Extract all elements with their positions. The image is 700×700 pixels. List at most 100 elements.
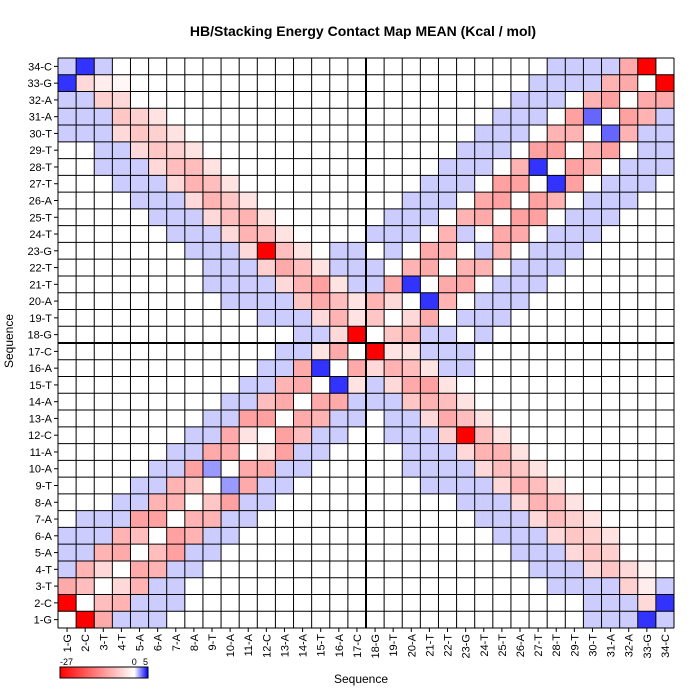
heatmap-cell — [239, 225, 258, 243]
heatmap-cell — [601, 544, 620, 562]
heatmap-cell — [619, 158, 639, 176]
heatmap-cell — [275, 477, 294, 495]
heatmap-cell — [58, 58, 77, 76]
x-tick-label: 28-T — [551, 634, 563, 657]
heatmap-cell — [655, 158, 675, 176]
heatmap-cell — [148, 108, 168, 126]
heatmap-cell — [221, 443, 240, 461]
y-tick-label: 8-A — [35, 497, 53, 509]
x-axis-label: Sequence — [334, 672, 388, 686]
heatmap-cell — [547, 74, 566, 92]
heatmap-cell — [420, 343, 439, 361]
heatmap-cell — [311, 275, 331, 293]
x-tick-label: 29-T — [569, 634, 581, 657]
heatmap-cell — [202, 158, 222, 176]
heatmap-cell — [565, 208, 584, 226]
y-tick-label: 21-T — [29, 279, 52, 291]
heatmap-cell — [184, 175, 204, 193]
heatmap-cell — [184, 443, 204, 461]
x-tick-label: 1-G — [62, 634, 74, 652]
heatmap-cell — [329, 326, 349, 344]
heatmap-cell — [492, 460, 512, 478]
heatmap-cell — [347, 242, 367, 260]
heatmap-cell — [402, 359, 421, 377]
y-tick-label: 9-T — [36, 481, 53, 493]
heatmap-grid — [57, 57, 675, 629]
colorbar-tick-label: -27 — [60, 657, 73, 667]
x-tick-label: 7-A — [171, 633, 183, 651]
heatmap-cell — [112, 141, 131, 159]
heatmap-cell — [474, 259, 494, 277]
heatmap-cell — [202, 208, 222, 226]
heatmap-cell — [402, 259, 421, 277]
heatmap-cell — [329, 242, 349, 260]
heatmap-cell — [474, 493, 494, 511]
heatmap-cell — [619, 594, 639, 612]
heatmap-cell — [311, 309, 331, 327]
heatmap-cell — [492, 141, 512, 159]
heatmap-cell — [510, 175, 530, 193]
heatmap-cell — [601, 91, 620, 109]
heatmap-cell — [275, 393, 294, 411]
heatmap-cell — [420, 443, 439, 461]
heatmap-cell — [510, 125, 530, 143]
heatmap-cell — [275, 242, 294, 260]
heatmap-cell — [529, 158, 548, 176]
heatmap-cell — [257, 493, 276, 511]
heatmap-cell — [402, 410, 421, 428]
heatmap-cell — [583, 611, 602, 629]
heatmap-cell — [76, 577, 95, 595]
heatmap-cell — [275, 292, 294, 310]
y-axis-ticks: 1-G 2-C 3-T 4-T 5-A 6-A 7-A 8-A 9-T 10-A 11-A 12-C 1… — [28, 61, 58, 627]
heatmap-cell — [583, 527, 602, 545]
heatmap-cell — [420, 175, 439, 193]
y-tick-label: 10-A — [29, 464, 53, 476]
heatmap-cell — [239, 242, 258, 260]
y-tick-label: 3-T — [36, 581, 53, 593]
heatmap-cell — [293, 343, 312, 361]
heatmap-cell — [130, 493, 149, 511]
y-tick-label: 12-C — [28, 430, 52, 442]
heatmap-cell — [94, 141, 113, 159]
y-tick-label: 17-C — [28, 346, 52, 358]
x-tick-label: 12-C — [261, 634, 273, 658]
heatmap-cell — [619, 74, 639, 92]
heatmap-cell — [619, 611, 639, 629]
heatmap-cell — [94, 527, 113, 545]
heatmap-cell — [130, 192, 149, 210]
heatmap-cell — [202, 493, 222, 511]
heatmap-cell — [565, 577, 584, 595]
heatmap-cell — [58, 577, 77, 595]
heatmap-cell — [311, 393, 331, 411]
heatmap-cell — [329, 426, 349, 444]
y-tick-label: 28-T — [29, 162, 52, 174]
heatmap-cell — [112, 611, 131, 629]
heatmap-cell — [492, 309, 512, 327]
heatmap-cell — [184, 208, 204, 226]
heatmap-cell — [438, 376, 457, 394]
heatmap-cell — [239, 460, 258, 478]
heatmap-cell — [239, 259, 258, 277]
heatmap-cell — [166, 192, 186, 210]
heatmap-cell — [402, 393, 421, 411]
heatmap-cell — [329, 410, 349, 428]
heatmap-cell — [166, 158, 186, 176]
heatmap-cell — [221, 225, 240, 243]
y-tick-label: 20-A — [29, 296, 53, 308]
heatmap-cell — [58, 544, 77, 562]
heatmap-cell — [583, 510, 602, 528]
heatmap-cell — [184, 158, 204, 176]
heatmap-cell — [384, 393, 403, 411]
heatmap-cell — [438, 158, 457, 176]
heatmap-cell — [565, 560, 584, 578]
heatmap-cell — [112, 125, 131, 143]
heatmap-cell — [202, 175, 222, 193]
heatmap-cell — [565, 175, 584, 193]
heatmap-cell — [311, 359, 331, 377]
heatmap-cell — [94, 158, 113, 176]
heatmap-cell — [130, 477, 149, 495]
x-tick-label: 31-A — [606, 633, 618, 657]
heatmap-cell — [456, 443, 476, 461]
heatmap-cell — [239, 477, 258, 495]
heatmap-cell — [221, 426, 240, 444]
